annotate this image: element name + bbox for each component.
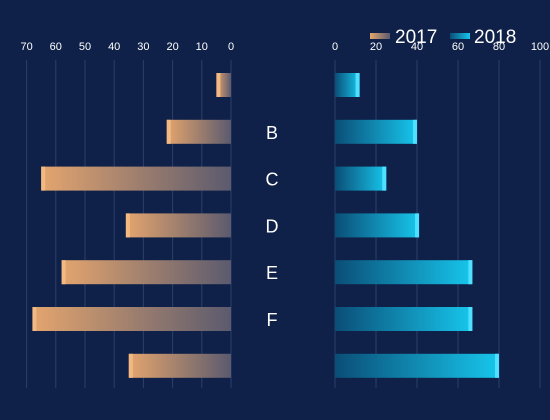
bar-2017-D[interactable] — [125, 213, 231, 238]
category-label-F: F — [267, 310, 278, 330]
bar-2018-G[interactable] — [335, 353, 499, 378]
left-tick-label: 70 — [20, 41, 32, 53]
bar-2017-C[interactable] — [41, 166, 232, 191]
right-tick-label: 80 — [493, 41, 505, 53]
bar-cap-2017-C — [41, 166, 46, 191]
right-tick-label: 0 — [332, 41, 338, 53]
left-tick-label: 0 — [228, 41, 234, 53]
legend-item-2017[interactable]: 2017 — [370, 27, 437, 48]
legend-label-2017: 2017 — [395, 27, 437, 48]
category-label-B: B — [266, 123, 278, 143]
bar-cap-2017-E — [61, 260, 66, 285]
bar-2018-C[interactable] — [335, 166, 387, 191]
left-tick-label: 20 — [166, 41, 178, 53]
right-tick-label: 60 — [452, 41, 464, 53]
bar-cap-2018-A — [355, 73, 360, 97]
bar-cap-2018-D — [415, 213, 420, 238]
grid-lines — [26, 60, 541, 388]
bar-cap-2018-F — [468, 307, 473, 331]
bar-cap-2017-B — [166, 119, 171, 144]
left-tick-label: 30 — [137, 41, 149, 53]
bar-cap-2018-B — [413, 119, 417, 144]
bar-cap-2017-A — [216, 73, 221, 97]
bar-2018-A[interactable] — [335, 73, 360, 97]
left-tick-label: 40 — [108, 41, 120, 53]
bar-cap-2018-E — [468, 260, 473, 285]
bar-cap-2017-D — [125, 213, 130, 238]
right-tick-label: 100 — [531, 41, 549, 53]
bar-2017-G[interactable] — [128, 353, 231, 378]
left-axis-ticks: 70 60 50 40 30 20 10 0 — [20, 41, 234, 53]
right-axis-ticks: 0 20 40 60 80 100 — [332, 41, 549, 53]
bar-2017-E[interactable] — [61, 260, 231, 285]
bars — [32, 73, 499, 378]
bar-cap-2017-G — [128, 353, 133, 378]
left-tick-label: 10 — [196, 41, 208, 53]
bar-cap-2018-C — [382, 166, 387, 191]
bar-2018-D[interactable] — [335, 213, 420, 238]
right-tick-label: 40 — [411, 41, 423, 53]
legend-label-2018: 2018 — [474, 27, 516, 48]
bar-cap-2018-G — [495, 353, 499, 378]
left-tick-label: 60 — [50, 41, 62, 53]
category-labels: B C D E F — [266, 123, 279, 330]
legend[interactable]: 2017 2018 — [370, 27, 516, 48]
bar-2017-B[interactable] — [166, 119, 231, 144]
bar-2017-F[interactable] — [32, 307, 231, 331]
category-label-D: D — [266, 216, 279, 236]
category-label-C: C — [266, 170, 279, 190]
category-label-E: E — [266, 263, 278, 283]
right-tick-label: 20 — [370, 41, 382, 53]
left-tick-label: 50 — [79, 41, 91, 53]
legend-item-2018[interactable]: 2018 — [450, 27, 516, 48]
bar-cap-2017-F — [32, 307, 37, 331]
legend-swatch-2018 — [450, 33, 470, 39]
legend-swatch-2017 — [370, 33, 390, 39]
bar-2018-F[interactable] — [335, 307, 473, 331]
bar-2018-E[interactable] — [335, 260, 473, 285]
bar-2018-B[interactable] — [335, 119, 417, 144]
